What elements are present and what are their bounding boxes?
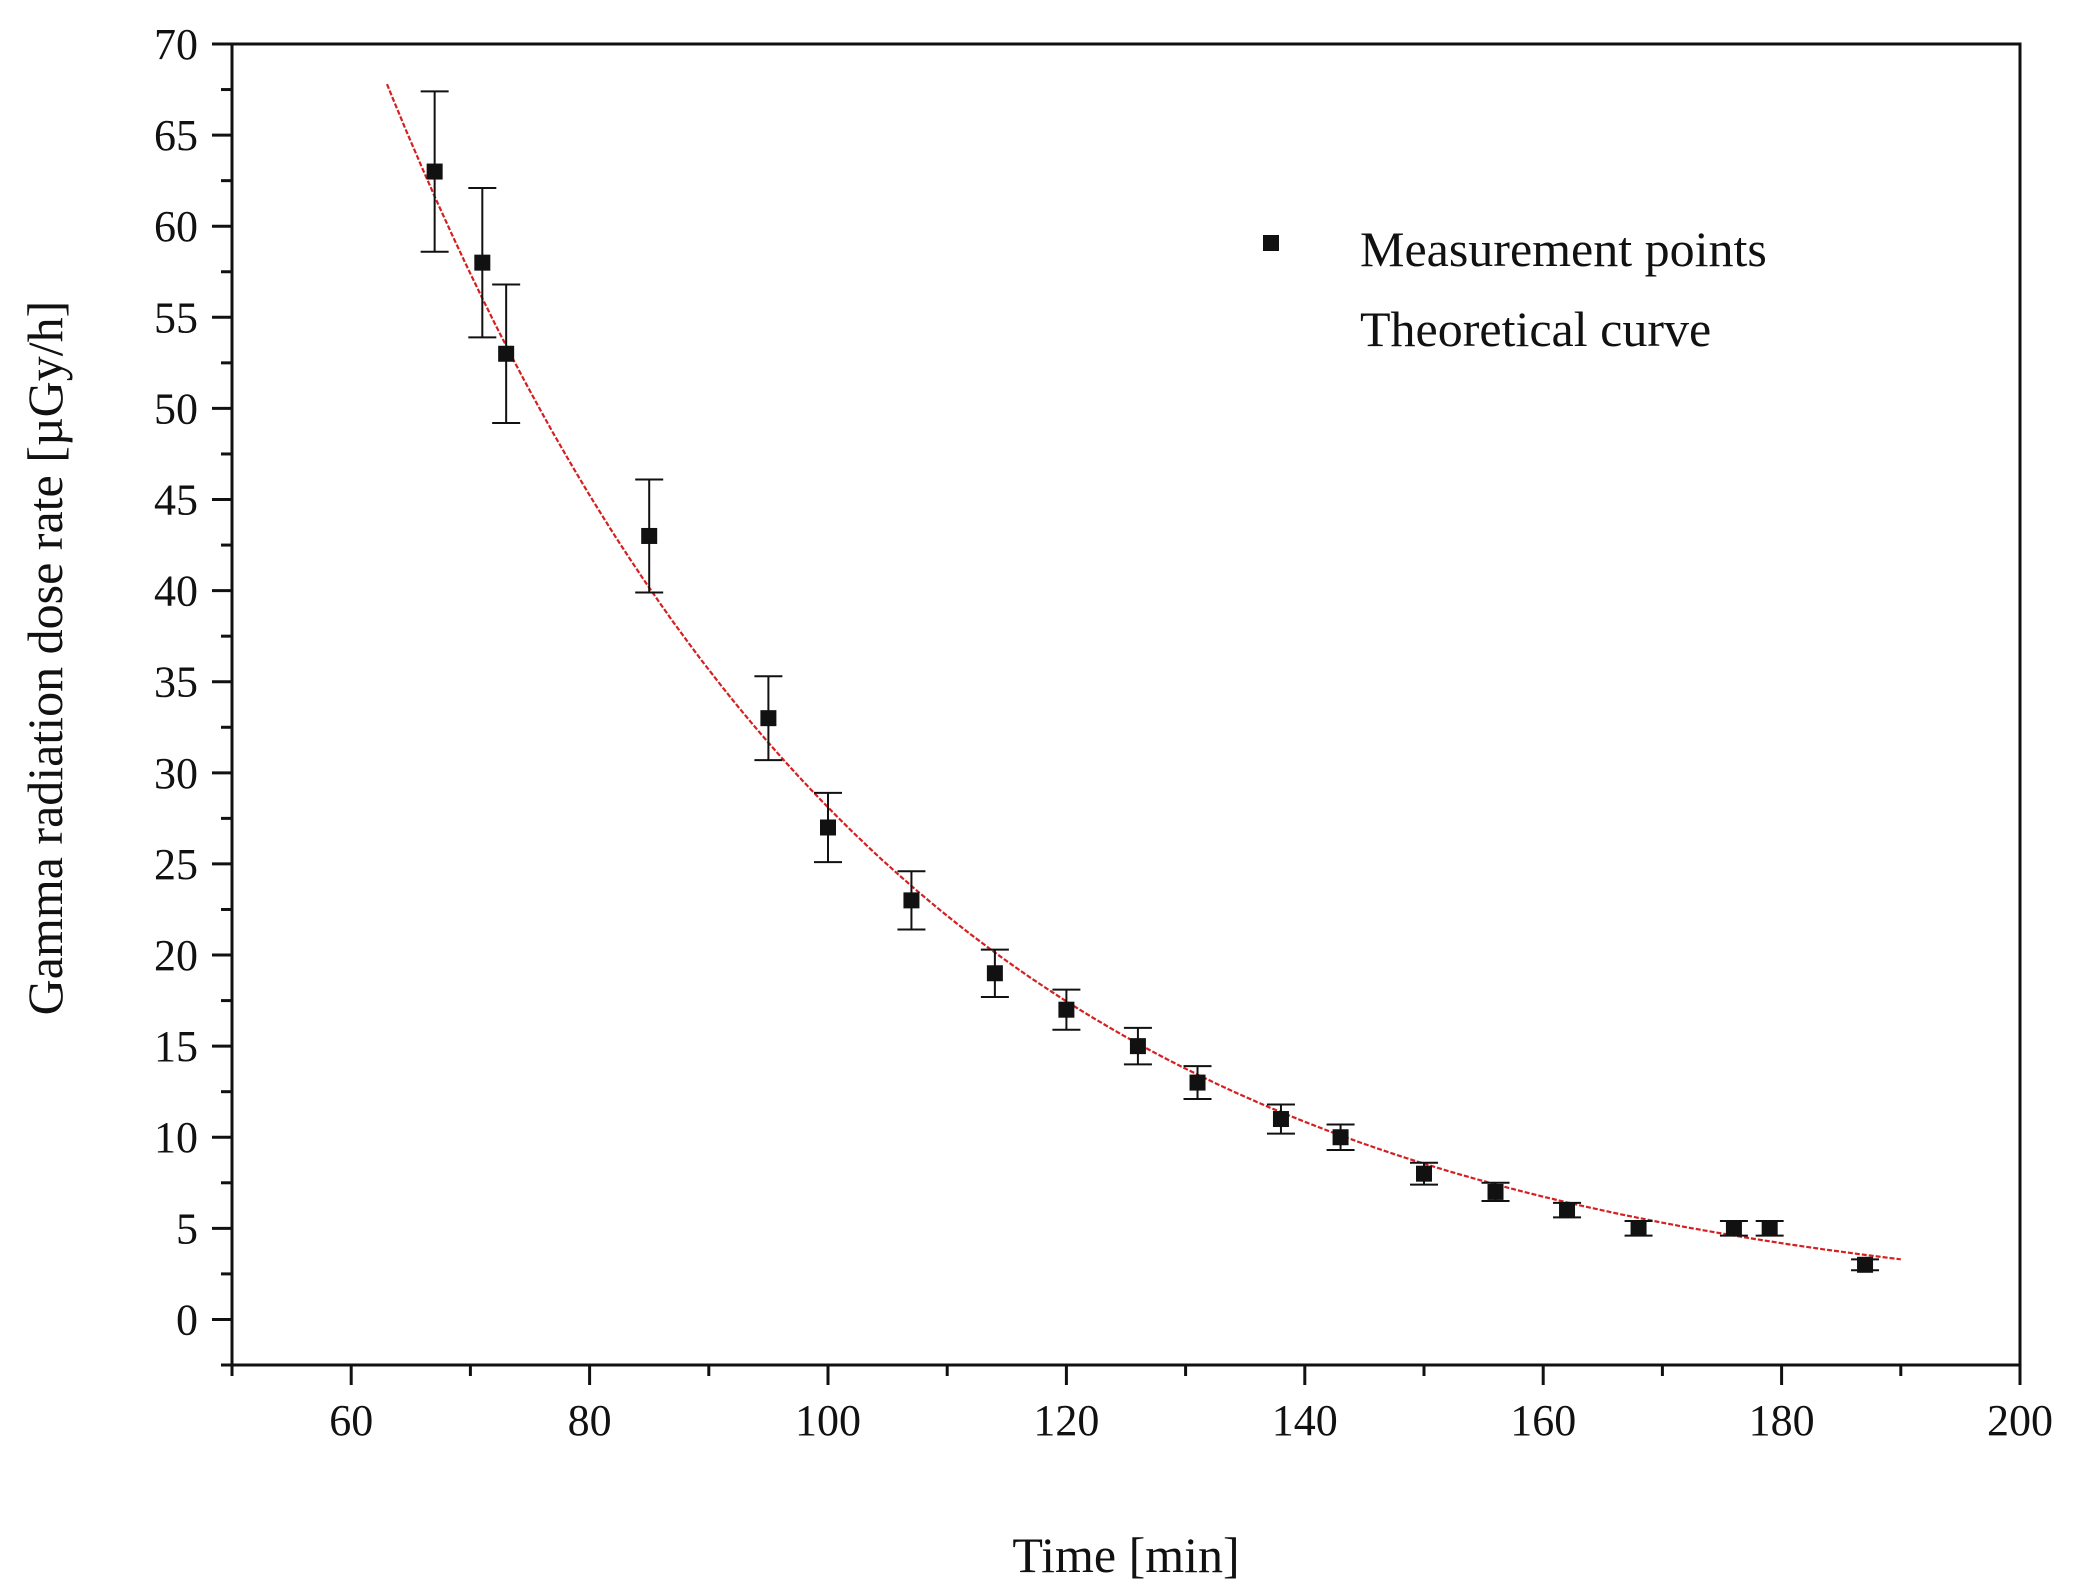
x-tick-label: 200 [1987,1396,2053,1445]
legend-label-theoretical: Theoretical curve [1360,301,1711,357]
measurement-point [1761,1220,1778,1237]
y-tick-label: 40 [154,567,198,616]
measurement-point [1630,1220,1647,1237]
x-tick-label: 100 [795,1396,861,1445]
measurement-point [1416,1165,1432,1182]
legend-label-measurement: Measurement points [1360,221,1767,277]
y-tick-label: 70 [154,20,198,69]
measurement-point [498,345,515,362]
measurement-point [426,163,443,180]
y-tick-label: 20 [154,931,198,980]
y-tick-label: 50 [154,384,198,433]
measurement-point [903,892,920,909]
y-tick-label: 10 [154,1113,198,1162]
measurement-point [474,254,491,271]
x-tick-label: 80 [568,1396,612,1445]
y-tick-label: 0 [176,1295,198,1344]
measurement-point [1332,1129,1349,1146]
x-tick-label: 180 [1749,1396,1815,1445]
x-axis-ticks: 60 80 100 120 140 160 180 200 [230,1365,2053,1445]
x-axis-title: Time [min] [1012,1527,1239,1583]
measurement-point [1272,1111,1289,1128]
legend: Measurement points Theoretical curve [1263,221,1767,357]
y-tick-label: 5 [176,1204,198,1253]
plot-frame [230,42,2022,1367]
y-tick-label: 60 [154,202,198,251]
measurement-point [1129,1038,1146,1055]
measurement-point [820,819,836,836]
measurement-point [641,527,658,544]
measurement-point [1487,1183,1504,1200]
legend-marker-measurement [1263,235,1279,251]
x-tick-label: 140 [1272,1396,1338,1445]
x-tick-label: 60 [329,1396,373,1445]
y-tick-label: 25 [154,840,198,889]
y-tick-label: 55 [154,293,198,342]
measurement-point [1058,1001,1075,1018]
measurement-points-layer [420,90,1880,1273]
y-axis-title: Gamma radiation dose rate [µGy/h] [17,301,73,1016]
y-tick-label: 15 [154,1022,198,1071]
y-tick-label: 35 [154,658,198,707]
measurement-point [986,965,1003,982]
y-axis-ticks: 0 5 10 15 20 25 30 35 40 45 50 55 60 65 70 [154,20,232,1367]
x-tick-label: 120 [1033,1396,1099,1445]
x-tick-label: 160 [1510,1396,1576,1445]
measurement-point [1559,1202,1576,1219]
measurement-point [1189,1074,1206,1091]
measurement-point [760,710,777,727]
measurement-point [1725,1220,1742,1237]
y-tick-label: 65 [154,111,198,160]
y-tick-label: 30 [154,749,198,798]
y-tick-label: 45 [154,476,198,525]
measurement-point [1857,1256,1874,1273]
